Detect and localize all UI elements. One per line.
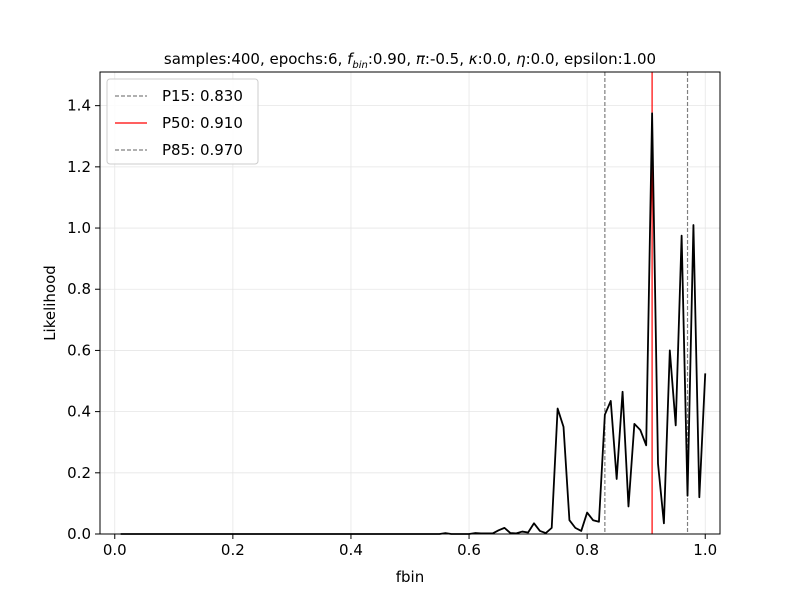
x-axis-label: fbin (396, 568, 424, 586)
y-tick-label-6: 1.2 (67, 158, 91, 176)
legend: P15: 0.830 P50: 0.910 P85: 0.970 (106, 78, 259, 165)
y-tick-label-5: 1.0 (67, 219, 91, 237)
y-tick-label-4: 0.8 (67, 280, 91, 298)
x-axis-ticks: 0.0 0.2 0.4 0.6 0.8 1.0 (103, 534, 717, 559)
y-tick-label-7: 1.4 (67, 97, 91, 115)
x-tick-label-2: 0.4 (339, 541, 363, 559)
legend-label-2: P85: 0.970 (162, 141, 243, 159)
x-tick-label-5: 1.0 (693, 541, 717, 559)
plot-area-frame (99, 71, 721, 535)
legend-box (106, 78, 259, 165)
y-axis-label: Likelihood (41, 265, 59, 341)
x-tick-label-3: 0.6 (457, 541, 481, 559)
y-tick-label-3: 0.6 (67, 341, 91, 359)
x-tick-label-0: 0.0 (103, 541, 127, 559)
grid-lines (100, 72, 720, 535)
x-tick-label-1: 0.2 (221, 541, 245, 559)
y-tick-label-2: 0.4 (67, 403, 91, 421)
y-axis-ticks: 0.0 0.2 0.4 0.6 0.8 1.0 1.2 1.4 (67, 97, 100, 543)
y-tick-label-0: 0.0 (67, 525, 91, 543)
y-tick-label-1: 0.2 (67, 464, 91, 482)
chart-title: samples:400, epochs:6, fbin:0.90, π:-0.5… (164, 50, 656, 71)
legend-label-1: P50: 0.910 (162, 114, 243, 132)
legend-label-0: P15: 0.830 (162, 87, 243, 105)
x-tick-label-4: 0.8 (575, 541, 599, 559)
legend-entries: P15: 0.830 P50: 0.910 P85: 0.970 (115, 87, 243, 159)
